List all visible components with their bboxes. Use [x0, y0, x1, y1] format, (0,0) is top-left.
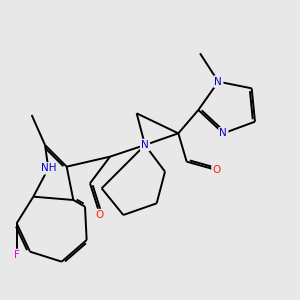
Text: N: N	[220, 128, 227, 138]
Text: N: N	[214, 77, 222, 87]
Text: F: F	[14, 250, 20, 260]
Text: O: O	[96, 210, 104, 220]
Text: N: N	[141, 140, 149, 150]
Text: NH: NH	[40, 163, 56, 173]
Text: O: O	[212, 165, 221, 175]
